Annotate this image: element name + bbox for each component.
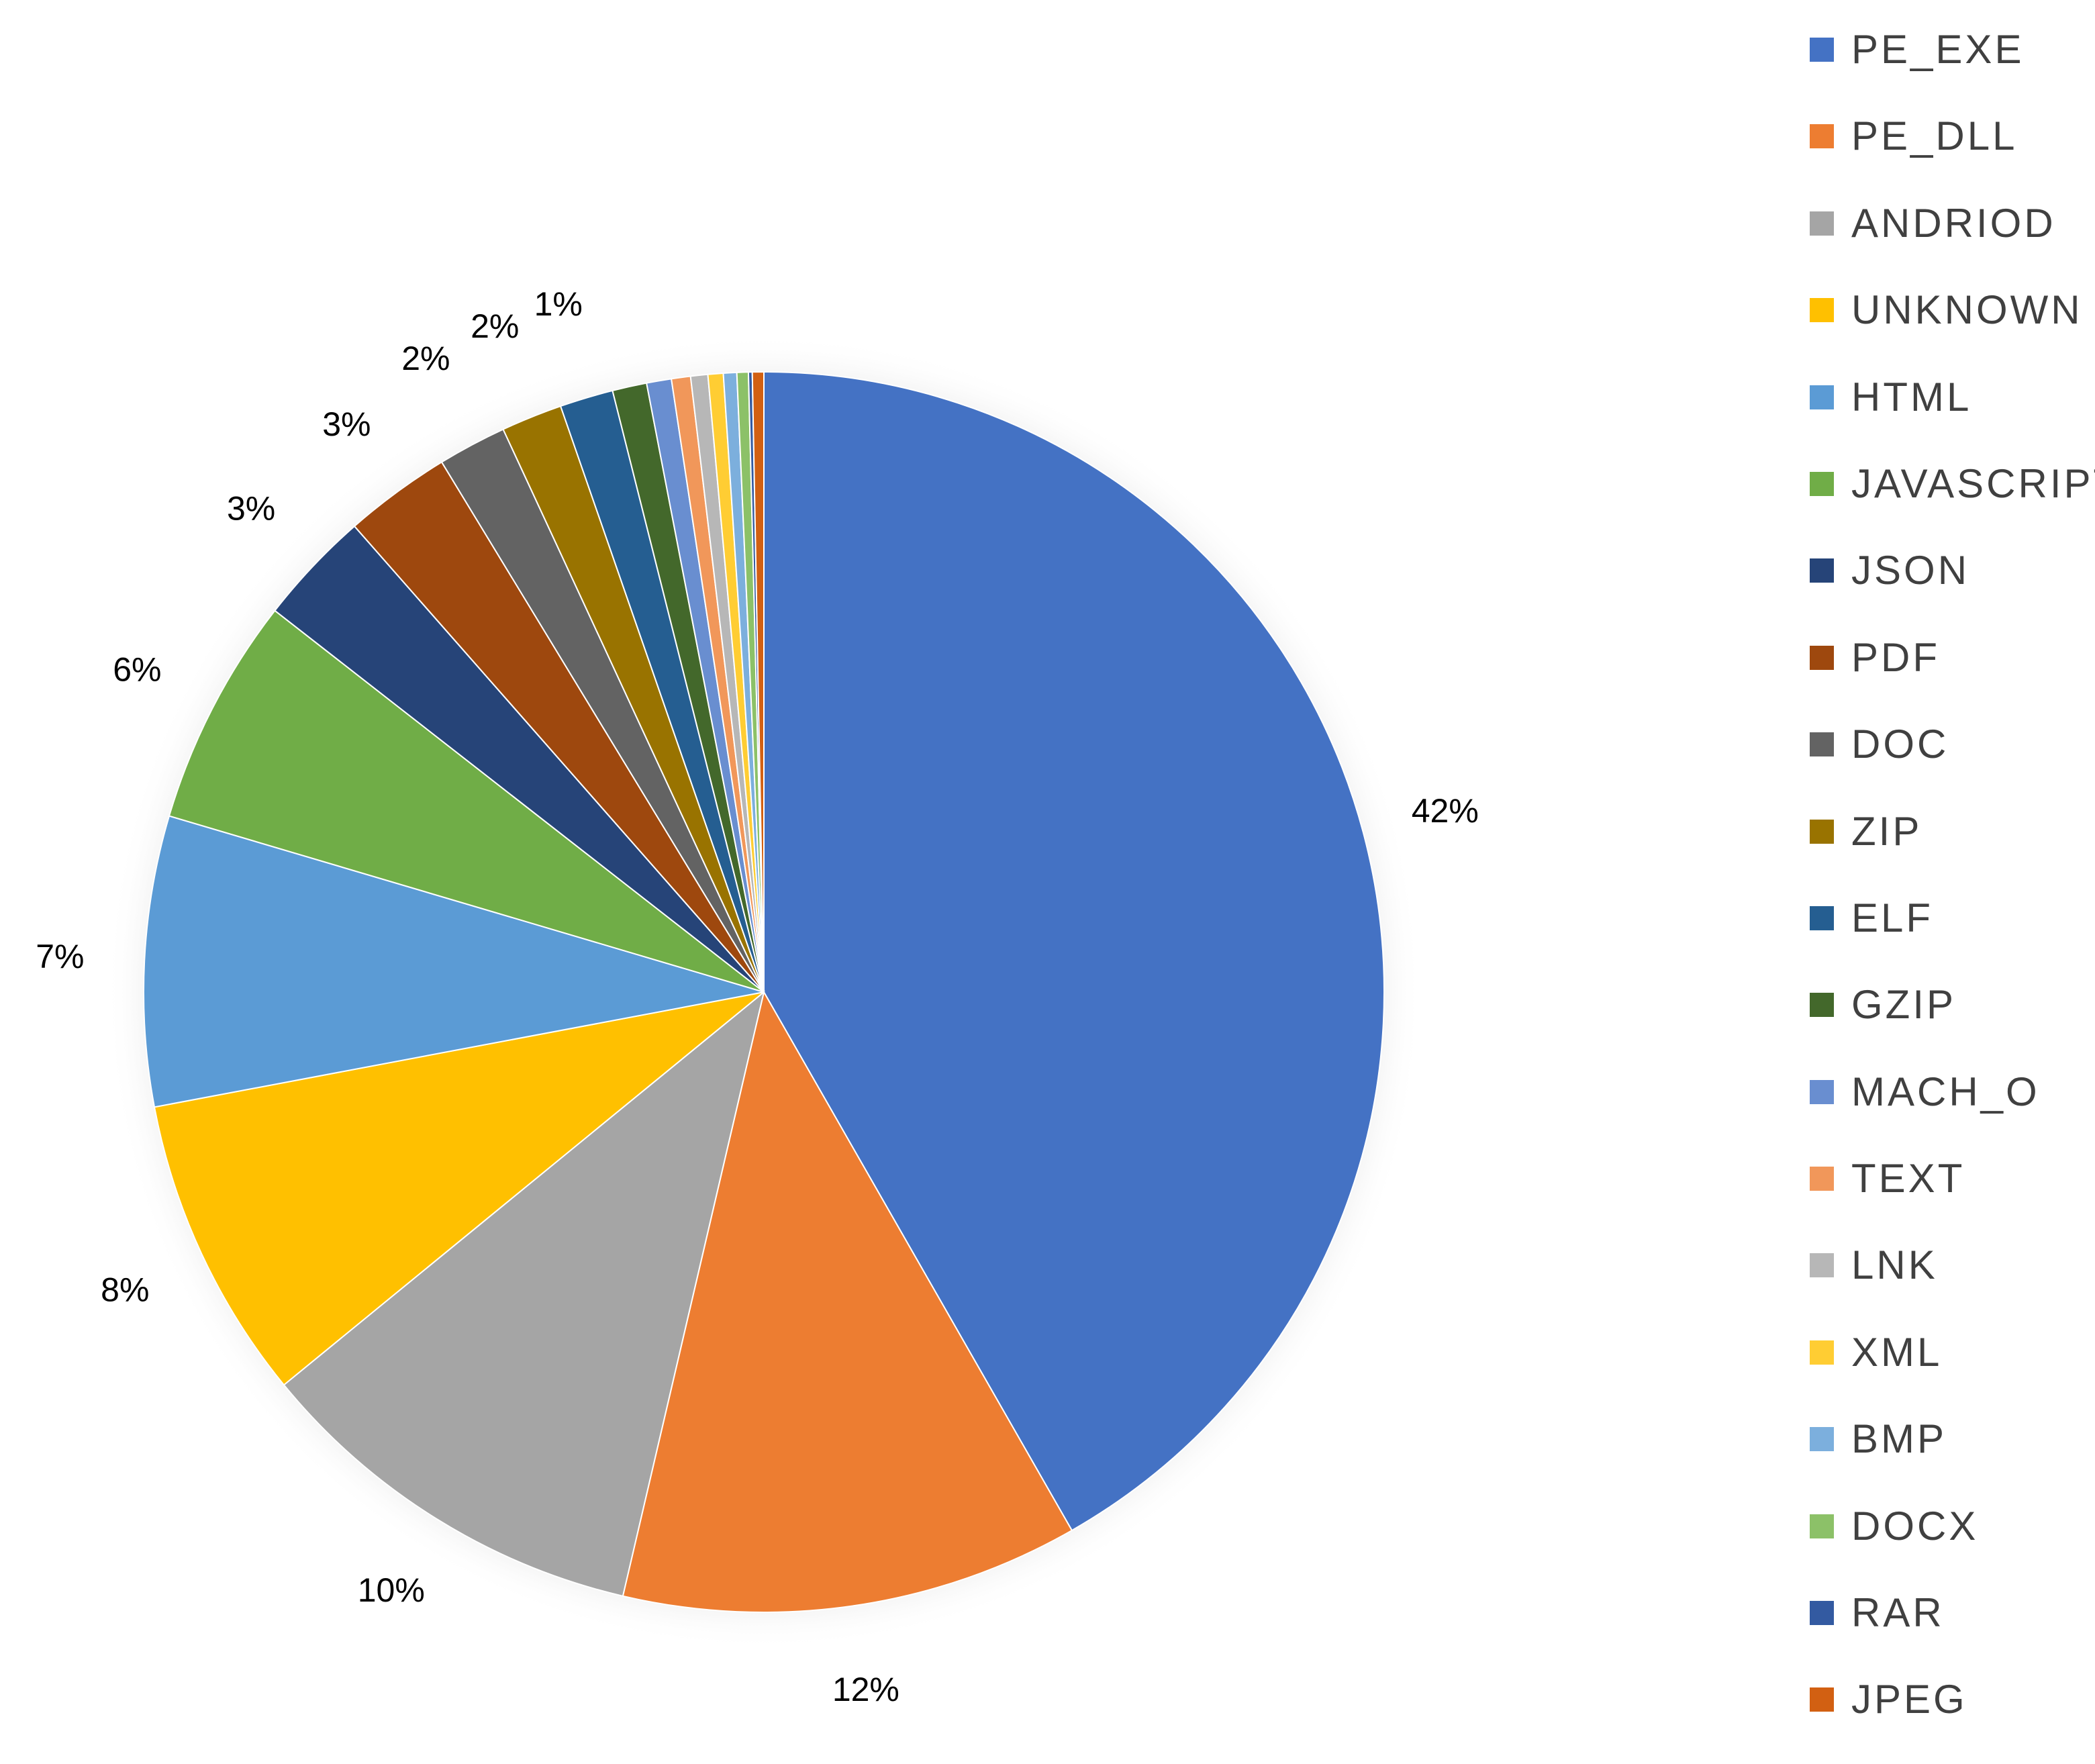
legend-label: XML xyxy=(1851,1329,1943,1375)
legend-swatch xyxy=(1810,558,1834,583)
legend: PE_EXE PE_DLL ANDRIOD UNKNOWN HTML JAVASCRIPT… xyxy=(1810,27,2095,1764)
legend-item-javascript: JAVASCRIPT xyxy=(1810,460,2095,548)
data-label-html: 7% xyxy=(36,938,84,975)
legend-item-pdf: PDF xyxy=(1810,635,2092,722)
legend-item-zip: ZIP xyxy=(1810,809,2092,895)
legend-item-mach-o: MACH_O xyxy=(1810,1069,2092,1156)
legend-swatch xyxy=(1810,38,1834,62)
legend-label: GZIP xyxy=(1851,982,1957,1028)
legend-swatch xyxy=(1810,1601,1834,1626)
legend-label: PDF xyxy=(1851,634,1940,680)
legend-item-bmp: BMP xyxy=(1810,1416,2092,1503)
data-label-elf: 1% xyxy=(534,285,583,323)
legend-label: ANDRIOD xyxy=(1851,200,2056,246)
legend-item-lnk: LNK xyxy=(1810,1242,2092,1329)
legend-item-docx: DOCX xyxy=(1810,1504,2092,1590)
data-label-unknown: 8% xyxy=(101,1271,149,1309)
pie-slice-pe-exe xyxy=(763,371,1385,1532)
data-label-javascript: 6% xyxy=(113,651,161,689)
legend-label: MACH_O xyxy=(1851,1069,2040,1114)
legend-swatch xyxy=(1810,385,1834,409)
legend-label: DOCX xyxy=(1851,1503,1979,1549)
legend-swatch xyxy=(1810,1427,1834,1452)
legend-item-xml: XML xyxy=(1810,1330,2092,1416)
legend-swatch xyxy=(1810,1079,1834,1104)
legend-swatch xyxy=(1810,298,1834,323)
legend-label: JSON xyxy=(1851,548,1970,593)
legend-label: LNK xyxy=(1851,1242,1938,1288)
legend-label: ZIP xyxy=(1851,808,1922,854)
legend-swatch xyxy=(1810,1340,1834,1365)
legend-item-pe-dll: PE_DLL xyxy=(1810,113,2092,200)
legend-swatch xyxy=(1810,1253,1834,1278)
legend-label: JPEG xyxy=(1851,1677,1967,1722)
legend-item-doc: DOC xyxy=(1810,722,2092,808)
legend-label: RAR xyxy=(1851,1590,1945,1636)
legend-label: HTML xyxy=(1851,374,1972,420)
legend-swatch xyxy=(1810,211,1834,236)
data-label-pdf: 3% xyxy=(322,405,371,443)
legend-swatch xyxy=(1810,819,1834,844)
legend-label: DOC xyxy=(1851,722,1949,767)
legend-swatch xyxy=(1810,1167,1834,1191)
legend-label: TEXT xyxy=(1851,1156,1965,1202)
legend-swatch xyxy=(1810,471,1834,496)
pie-slices xyxy=(143,371,1385,1613)
pie-slice-javascript xyxy=(168,609,765,993)
data-label-pe-dll: 12% xyxy=(832,1671,899,1708)
legend-swatch xyxy=(1810,1514,1834,1538)
pie-slice-andriod xyxy=(283,990,765,1597)
legend-item-text: TEXT xyxy=(1810,1156,2092,1242)
pie-slice-html xyxy=(143,815,765,1108)
data-label-json: 3% xyxy=(227,490,275,528)
legend-item-json: JSON xyxy=(1810,548,2092,634)
pie-slice-jpeg xyxy=(751,371,765,993)
legend-swatch xyxy=(1810,905,1834,930)
legend-label: ELF xyxy=(1851,895,1934,940)
legend-swatch xyxy=(1810,732,1834,757)
legend-item-gzip: GZIP xyxy=(1810,982,2092,1069)
legend-item-rar: RAR xyxy=(1810,1590,2092,1677)
legend-item-unknown: UNKNOWN xyxy=(1810,287,2092,374)
legend-swatch xyxy=(1810,645,1834,670)
data-label-zip: 2% xyxy=(471,307,519,345)
legend-swatch xyxy=(1810,1687,1834,1712)
pie-slice-unknown xyxy=(153,991,765,1386)
legend-item-pe-exe: PE_EXE xyxy=(1810,27,2092,113)
legend-label: UNKNOWN xyxy=(1851,287,2083,333)
data-label-pe-exe: 42% xyxy=(1412,792,1479,830)
legend-item-andriod: ANDRIOD xyxy=(1810,201,2092,287)
legend-item-elf: ELF xyxy=(1810,895,2092,982)
legend-label: BMP xyxy=(1851,1416,1947,1462)
legend-item-html: HTML xyxy=(1810,375,2092,461)
legend-swatch xyxy=(1810,993,1834,1018)
pie-data-labels: 42% 12% 10% 8% 7% 6% 3% 3% 2% 2% 1% xyxy=(36,285,1479,1708)
legend-swatch xyxy=(1810,124,1834,149)
legend-label: PE_EXE xyxy=(1851,27,2025,72)
legend-item-jpeg: JPEG xyxy=(1810,1677,2092,1763)
legend-label: JAVASCRIPT xyxy=(1851,460,2095,506)
data-label-doc: 2% xyxy=(401,340,450,377)
pie-chart: 42% 12% 10% 8% 7% 6% 3% 3% 2% 2% 1% xyxy=(36,285,1479,1708)
pie-slice-pe-dll xyxy=(622,990,1073,1613)
legend-label: PE_DLL xyxy=(1851,113,2018,159)
data-label-andriod: 10% xyxy=(358,1571,425,1609)
